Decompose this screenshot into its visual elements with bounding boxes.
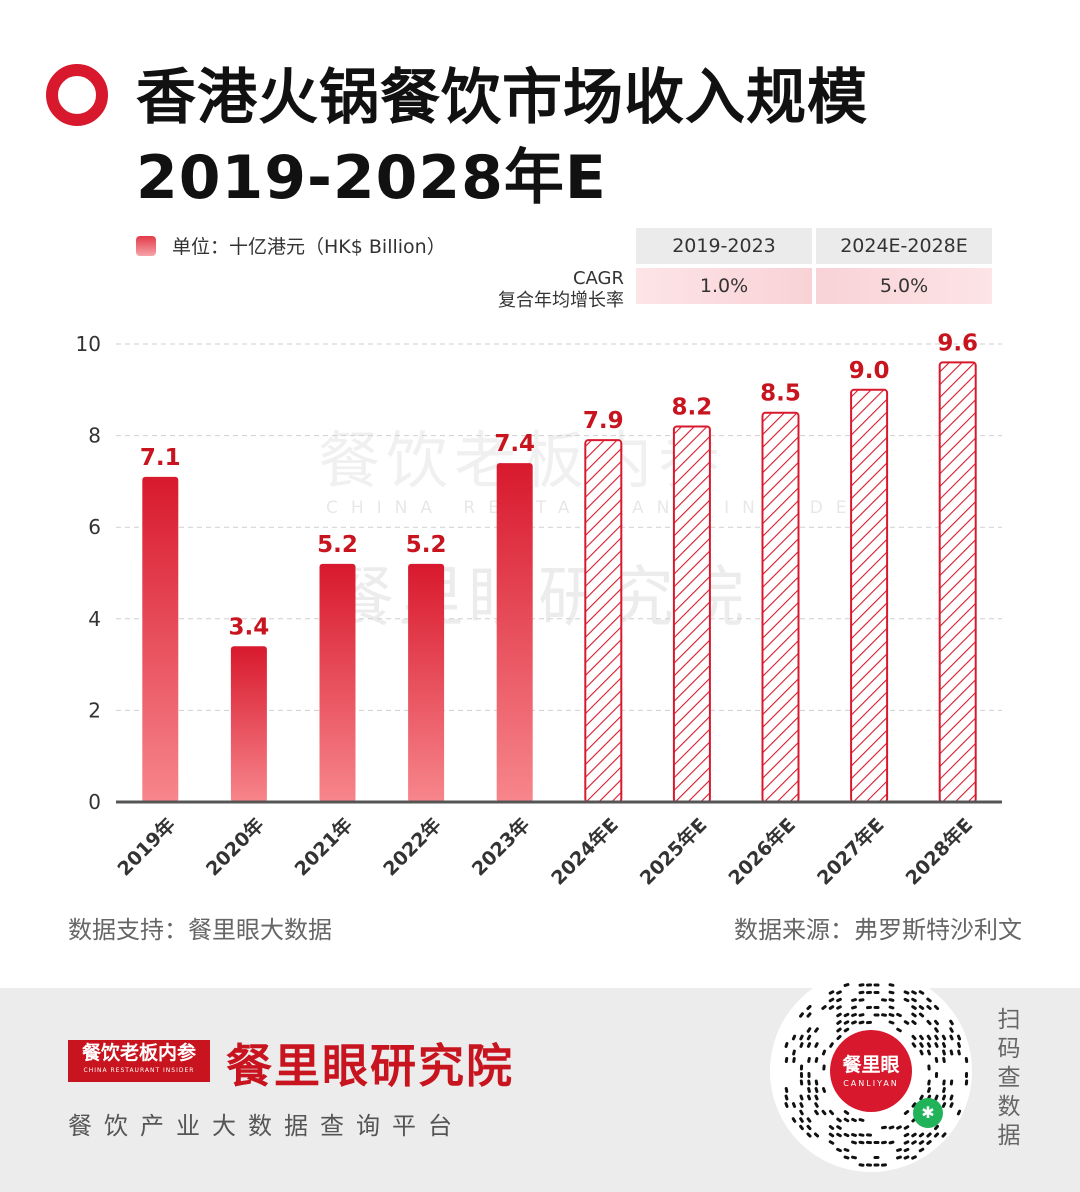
- x-tick-label: 2028年E: [901, 813, 977, 889]
- value-labels: 7.1 3.4 5.2 5.2 7.4 7.9 8.2 8.5 9.0 9.6: [140, 330, 978, 640]
- brand-logo-small: 餐饮老板内参 CHINA RESTAURANT INSIDER: [68, 1040, 210, 1082]
- scan-hint: 扫码查数据: [997, 1007, 1021, 1149]
- cagr-value-1: 1.0%: [636, 268, 812, 304]
- x-tick-label: 2022年: [379, 813, 446, 880]
- brand-institute-name: 餐里眼研究院: [226, 1039, 514, 1093]
- title-ring-icon: [46, 64, 108, 126]
- legend: 单位：十亿港元（HK$ Billion）: [136, 232, 446, 259]
- x-tick-label: 2023年: [467, 813, 534, 880]
- bar-chart: 7.1 3.4 5.2 5.2 7.4 7.9 8.2 8.5 9.0 9.6 0 2 4 6 8 10 20…: [76, 330, 1002, 890]
- y-tick-label: 6: [88, 515, 101, 539]
- cagr-table: 2019-2023 2024E-2028E CAGR 复合年均增长率 1.0% …: [490, 228, 996, 312]
- data-support-note: 数据支持：餐里眼大数据: [68, 916, 332, 944]
- bar-value-label: 7.9: [583, 408, 624, 434]
- chart-card: [0, 0, 1080, 988]
- brand-small-text: 餐饮老板内参: [81, 1042, 196, 1064]
- bar-actual: [319, 563, 356, 802]
- bar-value-label: 3.4: [229, 614, 270, 640]
- brand-small-subtext: CHINA RESTAURANT INSIDER: [83, 1067, 195, 1074]
- bar-estimate: [938, 361, 977, 803]
- cagr-label: CAGR 复合年均增长率: [490, 268, 636, 312]
- y-tick-label: 4: [88, 607, 101, 631]
- y-tick-label: 8: [88, 424, 101, 448]
- qr-code[interactable]: [770, 970, 972, 1172]
- x-tick-label: 2027年E: [812, 813, 888, 889]
- y-tick-label: 10: [76, 332, 101, 356]
- bar-actual: [408, 563, 445, 802]
- qr-logo-subtext: CANLIYAN: [843, 1079, 899, 1088]
- cagr-label-cn: 复合年均增长率: [498, 290, 624, 311]
- cagr-value-2: 5.0%: [816, 268, 992, 304]
- x-tick-label: 2025年E: [635, 813, 711, 889]
- mini-program-icon: ✱: [913, 1098, 943, 1128]
- qr-logo: 餐里眼 CANLIYAN: [830, 1030, 912, 1112]
- bar-value-label: 5.2: [406, 532, 447, 558]
- qr-logo-text: 餐里眼: [842, 1054, 900, 1076]
- bar-value-label: 9.0: [849, 358, 890, 384]
- title-line-2: 2019-2028年E: [136, 143, 607, 213]
- cagr-period-2: 2024E-2028E: [816, 228, 992, 264]
- bar-value-label: 7.1: [140, 445, 181, 471]
- legend-swatch: [136, 235, 156, 256]
- cagr-label-en: CAGR: [572, 268, 624, 289]
- bar-value-label: 5.2: [317, 532, 358, 558]
- bar-estimate: [584, 439, 623, 803]
- legend-label: 单位：十亿港元（HK$ Billion）: [172, 236, 446, 258]
- y-tick-label: 2: [88, 698, 101, 722]
- bars: [142, 361, 977, 803]
- data-source-note: 数据来源：弗罗斯特沙利文: [734, 916, 1022, 944]
- page-title: 香港火锅餐饮市场收入规模 2019-2028年E: [136, 58, 1036, 218]
- cagr-period-1: 2019-2023: [636, 228, 812, 264]
- bar-estimate: [850, 388, 889, 803]
- qr-pattern-icon: [784, 983, 969, 1167]
- bar-actual: [496, 463, 533, 802]
- bar-estimate: [672, 425, 711, 803]
- brand-tagline: 餐饮产业大数据查询平台: [68, 1112, 464, 1140]
- x-tick-label: 2026年E: [724, 813, 800, 889]
- bar-value-label: 9.6: [937, 330, 978, 356]
- title-line-1: 香港火锅餐饮市场收入规模: [136, 63, 868, 133]
- cagr-value-row: CAGR 复合年均增长率 1.0% 5.0%: [490, 268, 996, 312]
- bar-value-label: 8.5: [760, 381, 801, 407]
- x-tick-label: 2019年: [113, 813, 180, 880]
- x-tick-label: 2024年E: [547, 813, 623, 889]
- bar-value-label: 7.4: [494, 431, 535, 457]
- x-tick-label: 2021年: [290, 813, 357, 880]
- bar-value-label: 8.2: [672, 394, 713, 420]
- bar-actual: [230, 646, 267, 802]
- bar-actual: [142, 476, 179, 802]
- cagr-header-row: 2019-2023 2024E-2028E: [490, 228, 996, 264]
- y-tick-label: 0: [88, 790, 101, 814]
- x-tick-label: 2020年: [201, 813, 268, 880]
- bar-estimate: [761, 411, 800, 803]
